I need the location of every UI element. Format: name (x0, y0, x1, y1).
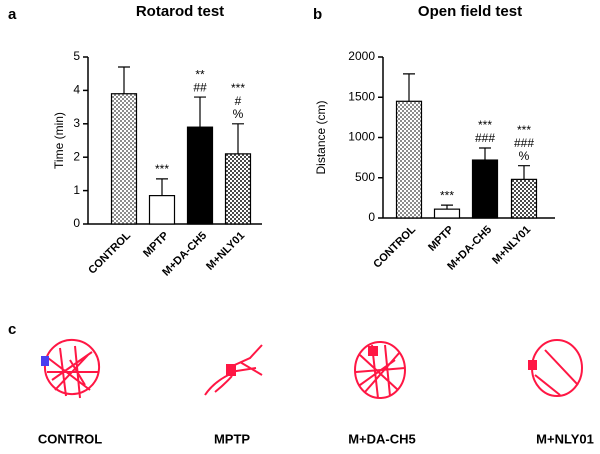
error-bar (118, 66, 130, 94)
error-bar (232, 123, 244, 154)
bar (510, 178, 538, 219)
panel-label: a (8, 6, 17, 23)
start-marker (41, 356, 49, 366)
significance-mark: *** (440, 188, 454, 202)
significance-mark: ### (475, 131, 495, 145)
track (531, 339, 584, 397)
significance-mark: *** (155, 162, 169, 176)
bar (471, 159, 499, 219)
x-tick-label: M+NLY01 (490, 224, 533, 267)
y-tick-label: 1000 (348, 130, 375, 144)
bar (186, 126, 214, 225)
chart-title: Open field test (418, 3, 522, 20)
x-tick-label: MPTP (141, 230, 171, 260)
significance-mark: ### (514, 136, 534, 150)
error-bar (518, 165, 530, 180)
y-axis-label: Distance (cm) (314, 100, 328, 174)
track-label: M+DA-CH5 (348, 431, 416, 446)
error-bar (441, 204, 453, 210)
y-tick-label: 5 (73, 49, 80, 63)
x-tick-label: MPTP (426, 224, 456, 254)
significance-mark: *** (478, 118, 492, 132)
y-tick-label: 2 (73, 149, 80, 163)
track (354, 341, 407, 399)
significance-mark: *** (517, 123, 531, 137)
significance-mark: % (233, 107, 244, 121)
error-bar (479, 147, 491, 161)
significance-mark: ## (193, 80, 207, 94)
track-label: M+NLY01 (536, 431, 594, 446)
y-tick-label: 1500 (348, 89, 375, 103)
panel-label: b (313, 6, 322, 23)
bar (224, 153, 252, 225)
bar (395, 100, 423, 219)
y-tick-label: 1 (73, 183, 80, 197)
chart-title: Rotarod test (136, 3, 224, 20)
bar (148, 195, 176, 225)
significance-mark: *** (231, 81, 245, 95)
y-tick-label: 0 (73, 216, 80, 230)
start-marker (368, 346, 378, 356)
significance-mark: ** (195, 67, 205, 81)
x-tick-label: CONTROL (371, 223, 418, 270)
track-label: MPTP (214, 431, 250, 446)
error-bar (156, 178, 168, 196)
y-tick-label: 2000 (348, 49, 375, 63)
y-tick-label: 3 (73, 116, 80, 130)
start-marker (528, 360, 537, 370)
y-axis-label: Time (min) (52, 112, 66, 169)
x-tick-label: CONTROL (86, 229, 133, 276)
error-bar (194, 96, 206, 128)
y-tick-label: 4 (73, 83, 80, 97)
significance-mark: % (519, 149, 530, 163)
significance-mark: # (235, 94, 242, 108)
track (43, 339, 101, 399)
y-tick-label: 500 (355, 170, 375, 184)
bar (433, 208, 461, 219)
error-bar (403, 73, 415, 102)
start-marker (226, 364, 236, 376)
track (204, 344, 263, 396)
track-label: CONTROL (38, 431, 102, 446)
open-field-tracks (41, 339, 584, 399)
y-tick-label: 0 (368, 210, 375, 224)
bar (110, 93, 138, 225)
panel-label: c (8, 321, 16, 338)
x-tick-label: M+NLY01 (204, 230, 247, 273)
